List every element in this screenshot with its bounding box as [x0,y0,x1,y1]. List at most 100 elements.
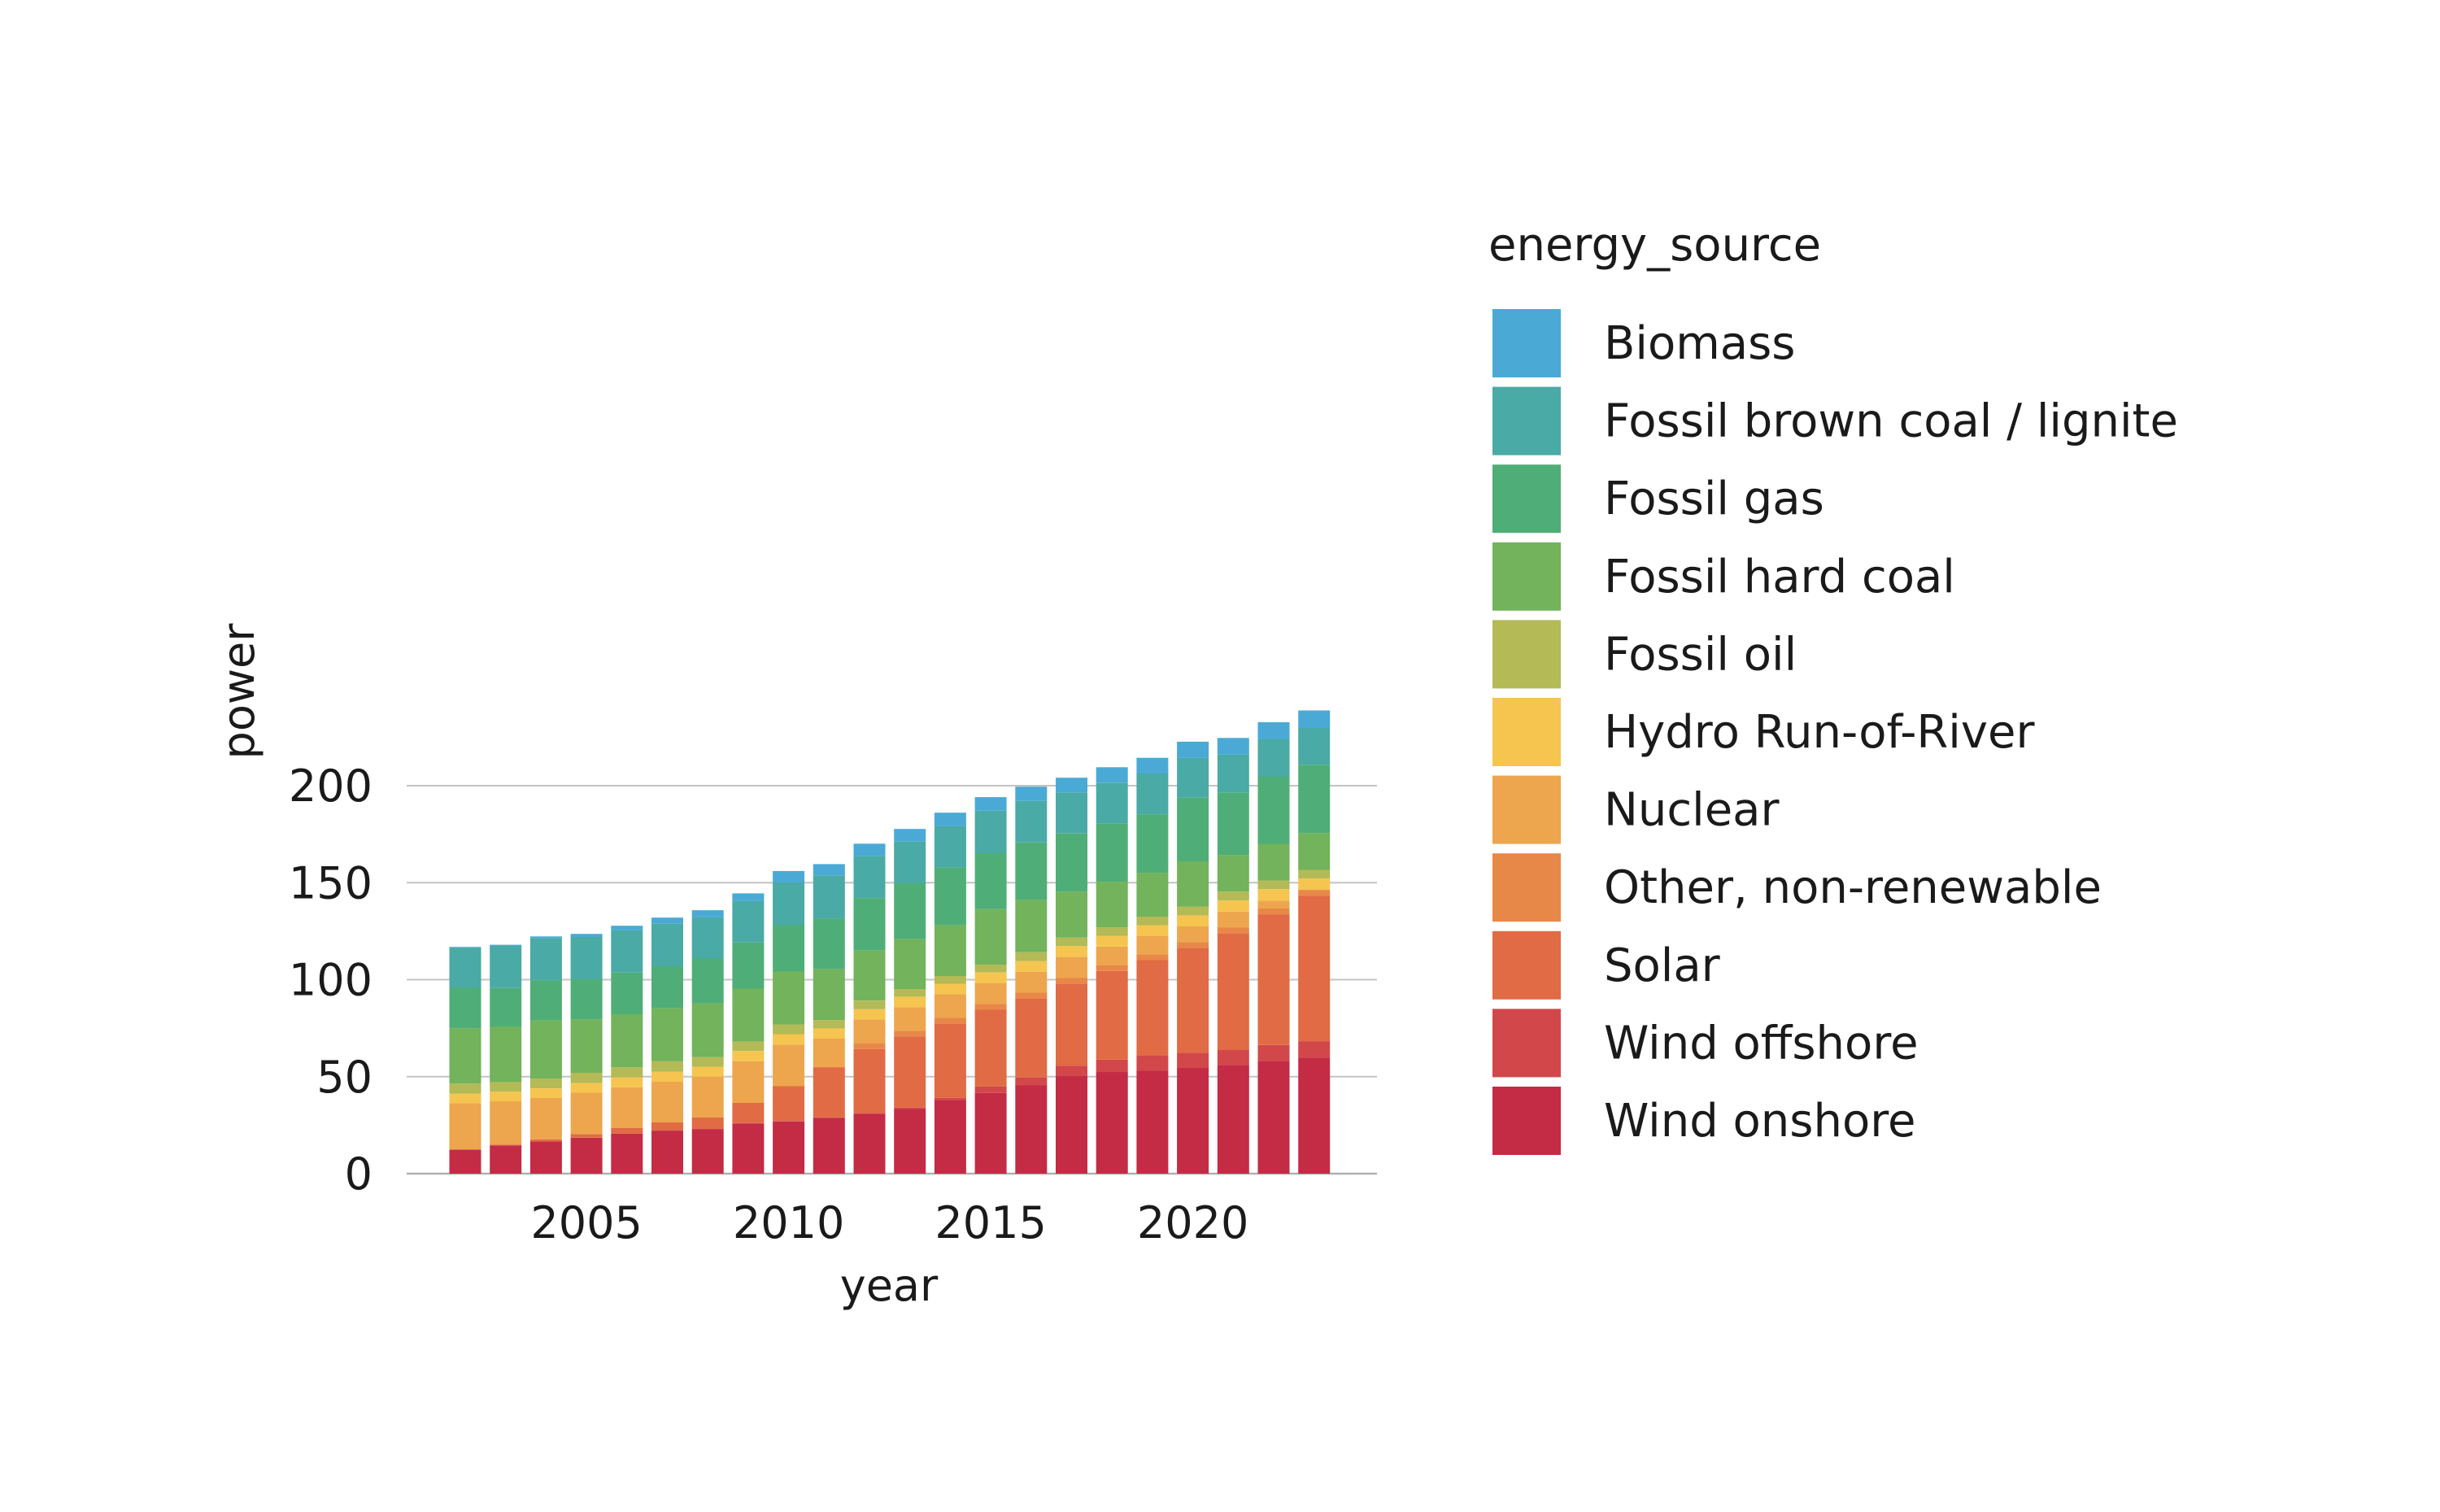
bar-segment [651,1122,683,1131]
bar-segment [450,1150,481,1174]
bar-segment [854,1113,886,1114]
bar-segment [975,909,1007,965]
bar-segment [692,1004,724,1057]
bar-segment [450,988,481,1029]
bar-segment [490,1092,521,1101]
bar-segment [935,1024,966,1098]
bar-segment [854,1000,886,1009]
legend-swatch [1492,464,1561,533]
bar-segment [894,842,926,883]
bar-segment [894,989,926,997]
legend-label: Other, non-renewable [1604,861,2102,914]
bar-segment [1177,758,1209,798]
bar-segment [1298,765,1330,833]
bar-segment [732,1051,764,1061]
bar-segment [935,868,966,926]
bar-segment [773,882,804,926]
legend-label: Solar [1604,939,1721,992]
bar-segment [571,1019,603,1073]
bar-segment [1015,1078,1047,1086]
bar-segment [1096,927,1128,936]
bar-segment [1218,1065,1249,1174]
bar-segment [490,945,521,946]
bar-segment [611,1078,643,1087]
bar-segment [1096,947,1128,965]
bar-segment [1136,960,1168,1056]
bar-segment [1258,900,1290,909]
bar-segment [1298,833,1330,869]
bar-segment [935,1017,966,1023]
bar-segment [692,917,724,959]
bar-segment [1015,900,1047,952]
bar-segment [530,1139,562,1142]
bar-segment [1177,916,1209,926]
bar-segment [1136,954,1168,960]
bar-segment [854,1009,886,1020]
bar-segment [611,1087,643,1128]
bar-segment [1015,801,1047,843]
bar-segment [935,813,966,826]
legend-swatch [1492,387,1561,455]
bar-segment [975,983,1007,1004]
bar-segment [611,930,643,973]
x-tick-label: 2015 [935,1197,1046,1248]
bar-segment [1218,900,1249,912]
bar-segment [490,946,521,988]
bar-segment [571,1073,603,1083]
bar-segment [1298,870,1330,879]
bar-segment [773,926,804,972]
bar-segment [450,1094,481,1103]
bar-segment [1096,767,1128,782]
y-tick-label: 200 [289,760,373,812]
bar-segment [571,1134,603,1138]
bar-segment [1096,1072,1128,1174]
bar-segment [1298,711,1330,729]
bar-segment [894,1109,926,1174]
bar-segment [1056,1065,1087,1076]
legend-swatch [1492,931,1561,1000]
bar-segment [732,1041,764,1051]
x-axis-title: year [840,1260,939,1311]
bar-segment [611,1128,643,1134]
bar-segment [490,1026,521,1082]
bar-segment [854,843,886,856]
bar-segment [854,1049,886,1113]
bar-segment [611,973,643,1014]
bar-segment [1177,798,1209,861]
bar-segment [651,917,683,924]
bar-segment [854,1019,886,1043]
bar-segment [1177,942,1209,948]
bar-segment [894,1031,926,1036]
bar-segment [975,853,1007,909]
bar-segment [1096,882,1128,927]
bar-segment [975,1004,1007,1009]
bar-segment [1177,1052,1209,1068]
bar-segment [692,959,724,1004]
bar-segment [490,1144,521,1145]
bar-segment [1015,952,1047,961]
bar-segment [1015,972,1047,993]
bar-segment [611,1134,643,1174]
bar-segment [1136,814,1168,873]
bar-segment [894,1108,926,1109]
bar-segment [813,864,845,875]
bar-segment [1136,873,1168,917]
bar-segment [1096,782,1128,823]
bar-segment [651,1131,683,1174]
y-tick-label: 0 [345,1148,373,1200]
bar-segment [1177,907,1209,916]
bar-segment [935,1100,966,1174]
legend-label: Fossil gas [1604,473,1824,525]
bar-segment [1258,914,1290,1045]
bar-segment [813,1118,845,1174]
y-axis-title: power [213,623,264,760]
bar-segment [1218,855,1249,891]
bar-segment [894,829,926,841]
bar-segment [773,1044,804,1086]
bar-segment [611,1014,643,1067]
bar-segment [935,826,966,868]
bar-segment [935,1098,966,1100]
bar-segment [450,947,481,948]
bar-segment [894,883,926,939]
